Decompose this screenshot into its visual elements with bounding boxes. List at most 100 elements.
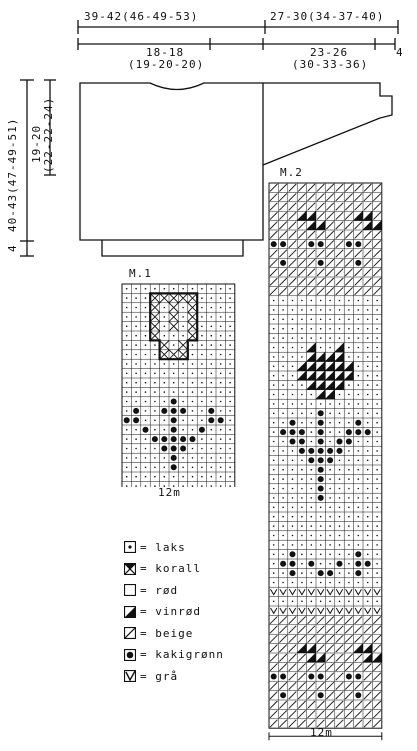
chart-cell (280, 429, 287, 436)
chart-cell (335, 691, 344, 700)
chart-cell (229, 353, 231, 356)
chart-cell (201, 391, 203, 393)
chart-cell (135, 428, 137, 431)
chart-cell (373, 625, 382, 634)
chart-cell (373, 193, 382, 202)
chart-cell (282, 374, 284, 377)
chart-cell (187, 321, 198, 332)
chart-cell (325, 370, 336, 381)
chart-cell (291, 299, 294, 302)
chart-cell (297, 672, 306, 681)
chart-cell (335, 672, 344, 681)
chart-cell (154, 475, 156, 478)
chart-cell (357, 412, 360, 415)
chart-cell (297, 183, 306, 192)
chart-cell (201, 353, 203, 356)
chart-cell (301, 327, 303, 330)
chart-cell (329, 337, 331, 339)
chart-cell (348, 327, 350, 330)
chart-cell (376, 478, 378, 480)
chart-cell (269, 653, 278, 662)
chart-cell (178, 340, 189, 351)
chart-cell (329, 403, 331, 405)
chart-cell (282, 440, 284, 443)
chart-cell (163, 428, 166, 431)
chart-cell (217, 417, 224, 424)
chart-cell (357, 374, 360, 377)
chart-cell (282, 459, 284, 462)
chart-cell (307, 230, 316, 239)
chart-cell (348, 497, 350, 499)
chart-cell (135, 287, 137, 290)
chart-cell (348, 356, 350, 358)
chart-cell (338, 412, 341, 415)
chart-cell (154, 428, 156, 431)
chart-cell (301, 525, 303, 527)
chart-cell (161, 436, 168, 443)
chart-cell (301, 393, 303, 396)
chart-cell (373, 240, 382, 249)
chart-cell (182, 391, 184, 393)
chart-cell (316, 249, 325, 258)
chart-cell (279, 588, 287, 596)
chart-cell (144, 363, 147, 365)
chart-cell (272, 534, 275, 537)
chart-cell (366, 374, 369, 377)
chart-cell (229, 457, 231, 459)
chart-cell (272, 337, 275, 339)
chart-cell (172, 475, 175, 478)
chart-cell (344, 681, 353, 690)
chart-cell (291, 459, 294, 462)
chart-cell (327, 570, 334, 577)
chart-cell (344, 691, 353, 700)
chart-cell (219, 287, 222, 290)
chart-cell (335, 258, 344, 267)
chart-cell (229, 475, 231, 478)
chart-cell (338, 534, 341, 537)
chart-cell (125, 353, 128, 356)
chart-cell (376, 337, 378, 339)
chart-cell (348, 421, 350, 424)
chart-cell (135, 334, 137, 337)
chart-cell (154, 353, 156, 356)
chart-cell (191, 353, 194, 356)
chart-cell (338, 403, 341, 405)
chart-cell (354, 700, 363, 709)
chart-cell (297, 202, 306, 211)
chart-cell (229, 334, 231, 337)
chart-cell (297, 700, 306, 709)
chart-cell (363, 681, 372, 690)
chart-cell (319, 534, 322, 537)
chart-cell (144, 485, 147, 487)
chart-cell (296, 210, 307, 221)
chart-cell (363, 202, 372, 211)
chart-cell (191, 287, 194, 290)
chart-cell (151, 436, 158, 443)
chart-cell (345, 241, 352, 248)
chart-cell (269, 193, 278, 202)
chart-cell (135, 466, 137, 469)
chart-cell (334, 380, 345, 391)
chart-cell (376, 384, 378, 386)
chart-cell (123, 417, 130, 424)
chart-cell (170, 436, 177, 443)
chart-cell (338, 459, 341, 462)
chart-cell (280, 241, 287, 248)
chart-cell (282, 600, 284, 603)
chart-cell (338, 431, 341, 433)
chart-cell (269, 258, 278, 267)
chart-cell (301, 487, 303, 490)
chart-cell (191, 457, 194, 459)
chart-cell (315, 220, 326, 231)
chart-cell (279, 625, 288, 634)
sleeve-length-label: 23-26 (310, 46, 349, 59)
chart-cell (208, 407, 215, 414)
chart-cell (373, 258, 382, 267)
chart-cell (307, 634, 316, 643)
chart-cell (172, 391, 175, 393)
chart-cell (282, 299, 284, 302)
chart-cell (135, 344, 137, 346)
chart-cell (354, 268, 363, 277)
chart-cell (310, 525, 313, 527)
chart-cell (163, 306, 166, 309)
